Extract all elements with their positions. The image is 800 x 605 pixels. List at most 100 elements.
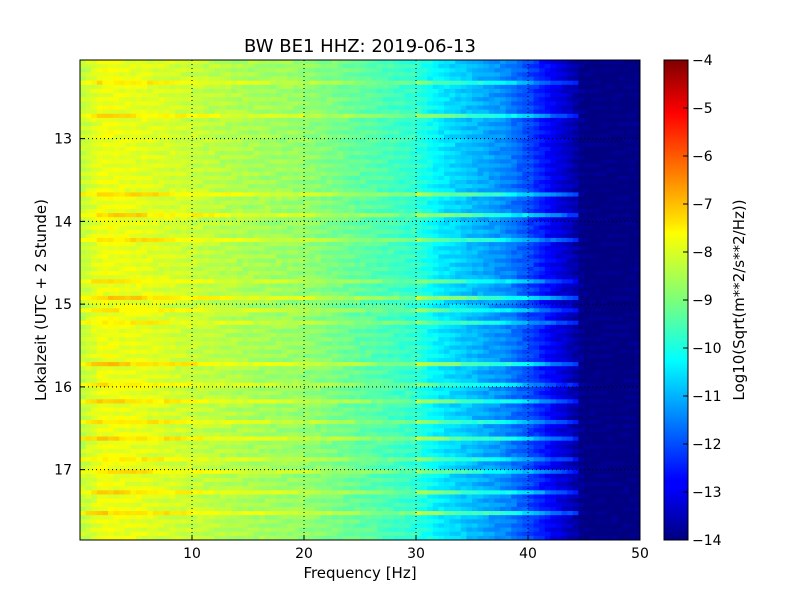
heatmap-cell [96, 97, 103, 102]
heatmap-cell [315, 84, 322, 90]
heatmap-cell [550, 146, 557, 152]
heatmap-cell [152, 163, 159, 169]
heatmap-cell [421, 262, 428, 268]
heatmap-cell [236, 68, 243, 74]
heatmap-cell [623, 142, 630, 148]
heatmap-cell [578, 80, 585, 86]
heatmap-cell [119, 167, 126, 173]
heatmap-cell [147, 262, 154, 268]
heatmap-cell [511, 196, 518, 202]
heatmap-cell [203, 200, 210, 206]
heatmap-cell [505, 134, 512, 140]
heatmap-cell [410, 97, 417, 102]
heatmap-cell [220, 262, 227, 268]
heatmap-cell [108, 258, 115, 264]
heatmap-cell [466, 221, 473, 227]
heatmap-cell [298, 126, 305, 131]
heatmap-cell [483, 188, 490, 194]
heatmap-cell [175, 221, 182, 227]
heatmap-cell [516, 196, 523, 202]
heatmap-cell [326, 180, 333, 185]
heatmap-cell [432, 134, 439, 140]
heatmap-cell [96, 117, 103, 123]
heatmap-cell [253, 146, 260, 152]
heatmap-cell [354, 204, 361, 210]
heatmap-cell [80, 88, 87, 94]
heatmap-cell [617, 188, 624, 194]
heatmap-cell [141, 109, 148, 115]
heatmap-cell [488, 208, 495, 214]
heatmap-cell [427, 188, 434, 194]
heatmap-cell [85, 188, 92, 194]
heatmap-cell [348, 80, 355, 86]
heatmap-cell [472, 225, 479, 231]
heatmap-cell [404, 258, 411, 264]
heatmap-cell [354, 109, 361, 115]
heatmap-cell [488, 101, 495, 107]
heatmap-cell [544, 60, 551, 65]
heatmap-cell [175, 258, 182, 264]
heatmap-cell [472, 88, 479, 94]
heatmap-cell [477, 200, 484, 206]
heatmap-cell [136, 126, 143, 131]
heatmap-cell [600, 109, 607, 115]
heatmap-cell [354, 101, 361, 107]
heatmap-cell [365, 159, 372, 165]
heatmap-cell [141, 64, 148, 69]
heatmap-cell [416, 171, 423, 177]
heatmap-cell [354, 175, 361, 181]
heatmap-cell [382, 217, 389, 222]
heatmap-cell [119, 258, 126, 264]
heatmap-cell [416, 221, 423, 227]
heatmap-cell [516, 200, 523, 206]
heatmap-cell [550, 250, 557, 256]
heatmap-cell [483, 159, 490, 165]
heatmap-cell [606, 254, 613, 260]
heatmap-cell [304, 64, 311, 69]
heatmap-cell [315, 213, 322, 218]
heatmap-cell [175, 188, 182, 194]
heatmap-cell [208, 221, 215, 227]
heatmap-cell [432, 105, 439, 111]
heatmap-cell [432, 175, 439, 181]
chart-title: BW BE1 HHZ: 2019-06-13 [244, 36, 476, 57]
heatmap-cell [248, 109, 255, 115]
heatmap-cell [315, 72, 322, 78]
heatmap-cell [96, 171, 103, 177]
heatmap-cell [253, 242, 260, 247]
heatmap-cell [466, 200, 473, 206]
heatmap-cell [354, 64, 361, 69]
heatmap-cell [292, 130, 299, 136]
heatmap-cell [281, 250, 288, 256]
heatmap-cell [444, 217, 451, 222]
heatmap-cell [130, 163, 137, 169]
heatmap-cell [119, 155, 126, 160]
heatmap-cell [225, 76, 232, 82]
heatmap-cell [634, 72, 640, 78]
heatmap-cell [455, 105, 462, 111]
heatmap-cell [292, 167, 299, 173]
heatmap-cell [208, 113, 215, 119]
heatmap-cell [354, 68, 361, 74]
heatmap-cell [113, 213, 120, 218]
heatmap-cell [253, 204, 260, 210]
heatmap-cell [595, 101, 602, 107]
heatmap-cell [270, 237, 277, 243]
heatmap-cell [158, 171, 165, 177]
heatmap-cell [589, 101, 596, 107]
heatmap-cell [102, 134, 109, 140]
heatmap-cell [259, 200, 266, 206]
heatmap-cell [326, 159, 333, 165]
heatmap-cell [382, 101, 389, 107]
heatmap-cell [376, 126, 383, 131]
heatmap-cell [522, 196, 529, 202]
heatmap-cell [460, 142, 467, 148]
heatmap-cell [80, 155, 87, 160]
heatmap-cell [225, 146, 232, 152]
heatmap-cell [264, 88, 271, 94]
heatmap-cell [449, 180, 456, 185]
heatmap-cell [203, 229, 210, 235]
heatmap-cell [516, 146, 523, 152]
heatmap-cell [376, 163, 383, 169]
heatmap-cell [108, 159, 115, 165]
